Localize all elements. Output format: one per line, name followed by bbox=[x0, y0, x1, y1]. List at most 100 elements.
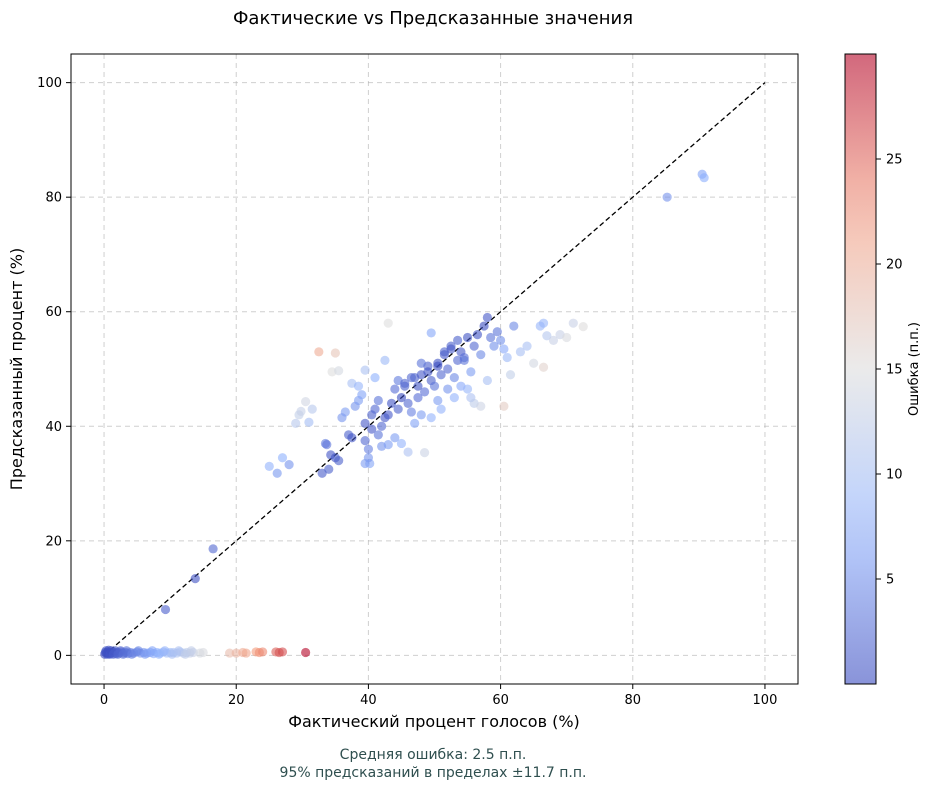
scatter-point-128 bbox=[462, 332, 473, 343]
scatter-point-175 bbox=[330, 348, 340, 358]
scatter-point-136 bbox=[489, 341, 499, 351]
scatter-point-50 bbox=[140, 649, 150, 659]
scatter-point-192 bbox=[443, 384, 453, 394]
y-tick-label-2: 40 bbox=[45, 420, 62, 435]
y-tick-label-0: 0 bbox=[54, 649, 62, 664]
scatter-point-177 bbox=[538, 362, 549, 372]
y-tick-label-1: 20 bbox=[45, 534, 62, 549]
y-axis-ticks: 0 20 40 60 80 100 bbox=[37, 76, 71, 664]
scatter-point-110 bbox=[403, 398, 413, 408]
scatter-point-189 bbox=[426, 413, 436, 423]
scatter-point-132 bbox=[476, 350, 486, 360]
scatter-point-185 bbox=[403, 447, 413, 457]
scatter-point-58 bbox=[225, 648, 235, 658]
scatter-point-176 bbox=[499, 401, 509, 411]
scatter-point-84 bbox=[324, 464, 334, 474]
scatter-point-95 bbox=[357, 390, 367, 400]
scatter-point-120 bbox=[436, 370, 446, 380]
x-tick-label-4: 80 bbox=[624, 693, 641, 708]
scatter-point-160 bbox=[380, 355, 390, 366]
scatter-point-101 bbox=[373, 395, 383, 406]
footnote-mean-error: Средняя ошибка: 2.5 п.п. bbox=[339, 747, 527, 763]
scatter-point-198 bbox=[476, 401, 486, 411]
scatter-point-61 bbox=[241, 648, 251, 658]
colorbar-label: Ошибка (п.п.) bbox=[907, 322, 922, 416]
scatter-point-96 bbox=[360, 435, 370, 446]
scatter-point-118 bbox=[429, 381, 440, 391]
scatter-point-81 bbox=[307, 404, 317, 414]
chart-title: Фактические vs Предсказанные значения bbox=[233, 8, 633, 29]
scatter-point-92 bbox=[347, 433, 357, 443]
grid bbox=[71, 54, 798, 684]
colorbar: 5 10 15 20 25 bbox=[844, 53, 903, 685]
x-tick-label-0: 0 bbox=[100, 693, 108, 708]
scatter-point-83 bbox=[317, 468, 327, 478]
scatter-point-183 bbox=[390, 433, 400, 443]
scatter-point-172 bbox=[453, 335, 463, 345]
colorbar-tick-label-3: 20 bbox=[886, 258, 903, 273]
scatter-point-199 bbox=[482, 375, 492, 386]
scatter-point-90 bbox=[340, 407, 350, 417]
scatter-point-105 bbox=[386, 398, 397, 408]
scatter-point-145 bbox=[529, 358, 539, 368]
scatter-point-148 bbox=[542, 331, 552, 341]
scatter-point-140 bbox=[502, 352, 512, 363]
scatter-point-187 bbox=[416, 410, 426, 420]
scatter-point-80 bbox=[304, 417, 314, 427]
scatter-point-102 bbox=[377, 421, 387, 431]
scatter-point-153 bbox=[578, 322, 588, 332]
scatter-point-69 bbox=[160, 604, 171, 615]
scatter-point-111 bbox=[406, 407, 416, 417]
x-tick-label-3: 60 bbox=[492, 693, 509, 708]
scatter-point-159 bbox=[370, 372, 380, 383]
scatter-point-108 bbox=[396, 393, 407, 403]
y-tick-label-4: 80 bbox=[45, 191, 62, 206]
scatter-point-190 bbox=[433, 395, 443, 406]
scatter-points bbox=[100, 169, 709, 659]
scatter-point-134 bbox=[482, 312, 492, 323]
scatter-point-76 bbox=[291, 418, 301, 429]
scatter-point-130 bbox=[469, 341, 479, 351]
scatter-point-72 bbox=[264, 461, 274, 471]
scatter-point-201 bbox=[360, 458, 370, 469]
scatter-point-147 bbox=[538, 318, 549, 328]
scatter-point-158 bbox=[360, 365, 370, 375]
scatter-point-204 bbox=[699, 173, 709, 183]
scatter-point-157 bbox=[353, 381, 364, 391]
scatter-point-73 bbox=[272, 468, 282, 478]
scatter-point-57 bbox=[186, 646, 196, 656]
scatter-point-78 bbox=[296, 406, 306, 416]
scatter-point-178 bbox=[360, 418, 370, 429]
scatter-point-151 bbox=[562, 332, 572, 343]
scatter-point-139 bbox=[499, 344, 509, 354]
scatter-point-75 bbox=[284, 460, 294, 470]
y-tick-label-5: 100 bbox=[37, 76, 62, 91]
scatter-point-180 bbox=[373, 430, 383, 440]
x-tick-label-5: 100 bbox=[753, 693, 778, 708]
y-tick-label-3: 60 bbox=[45, 305, 62, 320]
scatter-point-193 bbox=[449, 393, 459, 403]
scatter-point-53 bbox=[160, 646, 170, 656]
scatter-point-59 bbox=[231, 648, 241, 658]
scatter-point-186 bbox=[410, 418, 420, 429]
scatter-point-142 bbox=[509, 321, 519, 331]
plot-frame bbox=[70, 53, 799, 685]
scatter-point-155 bbox=[334, 366, 344, 376]
scatter-point-143 bbox=[515, 347, 526, 357]
x-tick-label-1: 20 bbox=[228, 693, 245, 708]
scatter-point-202 bbox=[662, 192, 672, 202]
scatter-point-115 bbox=[419, 387, 430, 397]
scatter-point-184 bbox=[396, 438, 407, 449]
reference-line bbox=[103, 82, 766, 656]
scatter-point-129 bbox=[466, 367, 476, 377]
scatter-point-88 bbox=[334, 456, 344, 466]
scatter-point-97 bbox=[363, 444, 374, 454]
scatter-point-133 bbox=[479, 321, 489, 331]
scatter-point-179 bbox=[367, 424, 377, 434]
scatter-point-71 bbox=[208, 544, 218, 554]
colorbar-tick-label-4: 25 bbox=[886, 153, 903, 168]
colorbar-tick-label-1: 10 bbox=[886, 468, 903, 483]
scatter-point-100 bbox=[370, 404, 380, 414]
scatter-point-195 bbox=[462, 384, 473, 394]
